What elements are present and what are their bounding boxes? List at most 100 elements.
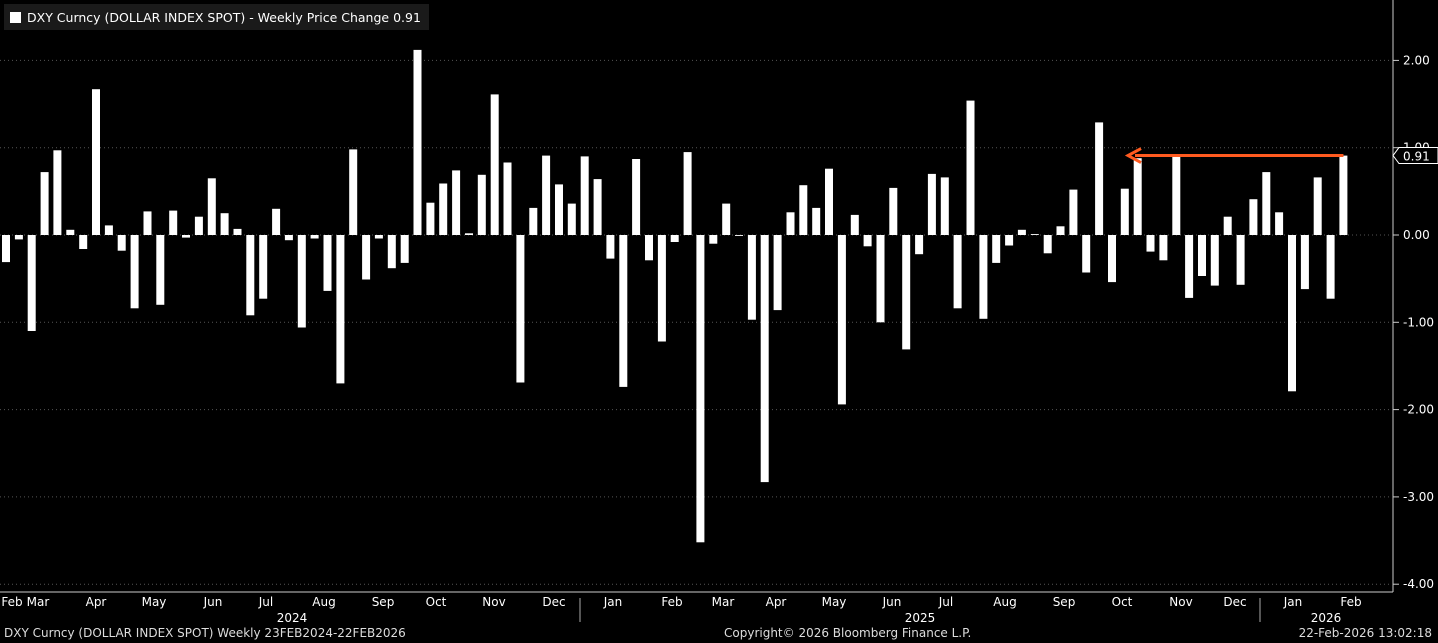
bar [1326,235,1335,299]
x-tick-label: Jul [938,595,953,609]
x-tick-label: May [822,595,847,609]
bar [850,214,859,235]
bar [645,235,653,261]
bar [130,235,139,309]
bar [1017,229,1026,235]
bar [182,235,190,238]
bar [490,94,499,236]
bar [2,235,10,263]
bar [1198,235,1206,276]
x-tick-label: Jun [203,595,223,609]
bar [79,235,88,249]
bar [452,170,461,235]
bar [349,149,358,235]
bar [1108,235,1116,283]
bar [1095,122,1104,235]
bar [837,235,846,405]
bar [786,212,795,235]
bar [374,235,383,239]
bar [477,174,486,235]
x-tick-label: Dec [1223,595,1246,609]
gridlines [0,59,1392,585]
x-tick-label: Dec [542,595,565,609]
year-label: 2026 [1311,611,1342,625]
x-tick-label: Apr [86,595,107,609]
bar [156,235,165,305]
bar [1159,235,1168,261]
bar [1313,177,1322,235]
bar [259,235,268,299]
bar [400,235,409,263]
x-tick-label: Aug [312,595,335,609]
bar [92,89,100,235]
bar [773,235,782,311]
bar [760,235,769,483]
bar [284,235,293,241]
x-tick-label: Aug [993,595,1016,609]
y-tick-label: -3.00 [1403,490,1434,504]
bar [233,228,242,235]
bar [104,225,113,235]
bar [1146,235,1155,252]
bar [1043,235,1052,254]
bar [927,173,936,235]
bar [657,235,666,342]
bar [940,177,949,235]
bar [323,235,332,291]
y-tick-label: 0.00 [1403,228,1430,242]
bar [1133,158,1142,235]
bar [1069,189,1078,235]
bar [529,207,538,235]
bar [593,179,602,235]
x-tick-label: Mar [712,595,735,609]
bar [310,235,319,239]
bar [1172,156,1181,235]
x-tick-label: Apr [766,595,787,609]
bar [143,211,152,235]
bar [246,235,255,316]
x-tick-label: Sep [372,595,395,609]
annotation-group [1124,147,1344,164]
bar [27,235,36,331]
x-tick-label: Feb [1,595,22,609]
bar [336,235,345,384]
last-value-label: 0.91 [1403,150,1430,164]
bar [979,235,988,319]
bar [220,213,229,235]
bar [516,235,525,383]
bar [66,229,75,235]
bar [1210,235,1219,286]
bar [722,203,731,235]
x-tick-label: Nov [482,595,505,609]
bar [915,235,924,255]
bar [670,235,679,242]
bar [272,208,281,235]
bar [1275,212,1284,235]
x-tick-label: Jan [1283,595,1303,609]
bar [966,100,975,235]
bar [902,235,911,350]
x-tick-label: Sep [1053,595,1076,609]
legend-swatch [10,11,21,23]
x-tick-label: Oct [1112,595,1133,609]
x-tick-label: Nov [1169,595,1192,609]
bar [889,187,898,235]
bar [1120,188,1129,235]
y-axis: 2.001.000.00-1.00-2.00-3.00-4.000.91 [1392,0,1438,592]
bar [1185,235,1194,298]
bar [747,235,756,320]
x-tick-label: Feb [1340,595,1361,609]
x-axis: Feb Mar Apr May Jun Jul Aug Sep Oct Nov Dec Jan Feb M… [0,591,1393,625]
y-tick-label: 2.00 [1403,53,1430,67]
x-tick-label: Jan [603,595,623,609]
bar [14,235,23,240]
bar [799,185,808,235]
bar [555,184,563,235]
bar [207,178,216,235]
bar [297,235,306,328]
legend: DXY Curncy (DOLLAR INDEX SPOT) - Weekly … [4,4,429,30]
year-label: 2024 [277,611,308,625]
bar [117,235,126,251]
